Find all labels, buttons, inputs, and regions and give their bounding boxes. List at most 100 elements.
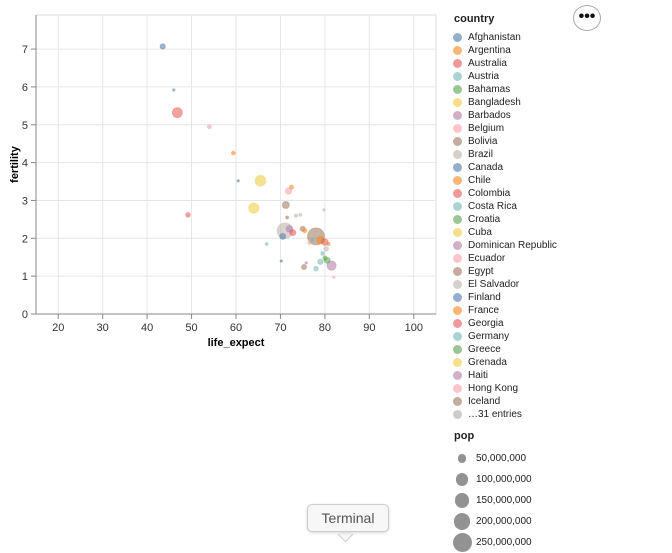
size-legend-symbol-wrap [452,493,472,508]
size-legend-symbol-wrap [452,513,472,530]
legend-label: Bangladesh [468,97,521,108]
y-tick-label: 3 [22,195,28,207]
legend-item: Belgium [452,122,557,135]
data-point [298,212,303,217]
data-point [281,200,290,210]
size-legend-symbol [457,454,467,463]
data-point [264,242,269,246]
y-tick-label: 7 [22,44,28,56]
size-legend-label: 200,000,000 [476,516,532,527]
size-legend-symbol-wrap [452,454,472,463]
data-point [310,237,315,243]
legend-item: Finland [452,291,557,304]
legend-label: Iceland [468,396,501,407]
legend-label: Bahamas [468,84,511,95]
legend-label: France [468,305,500,316]
legend-item: Germany [452,330,557,343]
data-point [300,264,308,271]
data-point [313,265,319,272]
legend-item: France [452,304,557,317]
legend-item: Colombia [452,187,557,200]
legend-label: Afghanistan [468,32,521,43]
x-tick-label: 60 [230,322,242,334]
legend-more-symbol [453,410,462,419]
legend-symbol [453,371,462,380]
legend-item: Afghanistan [452,31,557,44]
y-tick-label: 4 [22,158,28,170]
data-point [289,229,297,237]
legend-item: Haiti [452,369,557,382]
x-tick-label: 50 [185,322,197,334]
legend-item: Iceland [452,395,557,408]
data-point [172,88,176,92]
legend-symbol [453,397,462,406]
legend-symbol [453,345,462,354]
color-legend-title: country [454,13,495,25]
data-point [248,202,260,214]
legend-symbol [453,202,462,211]
legend-label: Argentina [468,45,511,56]
legend-label: Costa Rica [468,201,517,212]
legend-item: Bolivia [452,135,557,148]
data-point [230,150,236,156]
data-point [304,261,308,265]
x-tick-label: 80 [319,322,331,334]
data-point [326,260,337,271]
terminal-tooltip: Terminal [307,504,389,532]
legend-symbol [453,358,462,367]
legend-label: Grenada [468,357,507,368]
legend-label: Colombia [468,188,511,199]
y-axis-title: fertility [9,145,21,183]
legend-symbol [453,293,462,302]
legend-label: Dominican Republic [468,240,557,251]
legend-symbol [453,176,462,185]
legend-more-entries: …31 entries [452,408,557,421]
size-legend-item: 150,000,000 [452,490,557,511]
points [159,43,337,279]
actions-menu-button[interactable]: ••• [573,5,601,31]
legend-item: Canada [452,161,557,174]
data-point [285,215,290,220]
legend-symbol [453,241,462,250]
data-point [288,184,295,190]
legend-symbol [453,228,462,237]
legend-symbol [453,150,462,159]
legend-item: Dominican Republic [452,239,557,252]
size-legend-title: pop [454,430,475,442]
legend-symbol [453,98,462,107]
legend-symbol [453,72,462,81]
legend-symbol [453,267,462,276]
data-point [321,238,329,246]
legend-more-label: …31 entries [468,409,522,420]
data-point [317,258,324,265]
data-point [279,232,287,240]
legend-symbol [453,111,462,120]
legend-symbol [453,384,462,393]
legend-label: Brazil [468,149,494,160]
x-tick-label: 40 [141,322,153,334]
legend-item: Brazil [452,148,557,161]
legend-label: Bolivia [468,136,498,147]
data-point [326,241,331,247]
y-tick-label: 0 [22,309,28,321]
legend-symbol [453,215,462,224]
legend-item: Egypt [452,265,557,278]
x-tick-label: 70 [274,322,286,334]
axes: 20 30 40 50 60 70 80 90 100 0 1 2 3 4 5 6 7 life_expect fe… [9,15,436,349]
legend-label: Australia [468,58,507,69]
data-point [236,179,240,183]
chart-container: 20 30 40 50 60 70 80 90 100 0 1 2 3 4 5 6 7 life_expect fe… [9,5,601,552]
x-tick-label: 100 [405,322,423,334]
data-point [284,187,293,195]
size-legend-item: 100,000,000 [452,469,557,490]
size-legend-item: 50,000,000 [452,448,557,469]
legend-label: Hong Kong [468,383,519,394]
legend-label: Egypt [468,266,494,277]
legend-symbol [453,280,462,289]
size-legend-label: 50,000,000 [476,453,527,464]
data-point [206,124,212,130]
legend-item: Hong Kong [452,382,557,395]
legend-symbol [453,33,462,42]
legend-label: Austria [468,71,500,82]
size-legend-symbol [455,473,468,486]
